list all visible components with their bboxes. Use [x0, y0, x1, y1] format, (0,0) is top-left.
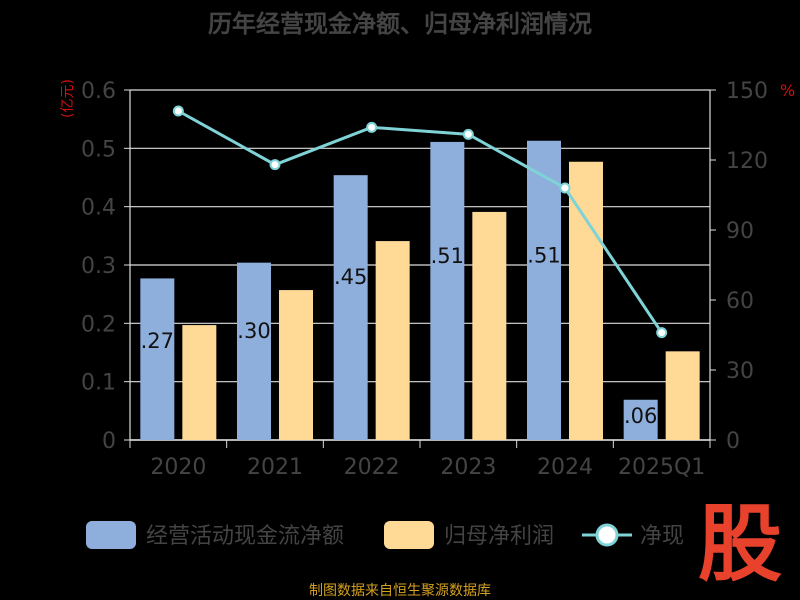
- data-label: .45: [334, 265, 367, 289]
- x-tick-label: 2021: [247, 455, 303, 480]
- bar-operating-cashflow: [430, 141, 465, 440]
- y-right-tick-label: 90: [726, 219, 754, 244]
- y-left-tick-label: 0.1: [81, 371, 116, 396]
- line-point: [462, 128, 474, 140]
- line-point: [559, 182, 571, 194]
- data-label: .06: [624, 404, 657, 428]
- x-tick-label: 2023: [440, 455, 496, 480]
- bar-net-profit: [665, 351, 700, 440]
- source-note: 制图数据来自恒生聚源数据库: [309, 583, 491, 599]
- data-label: .51: [527, 243, 560, 267]
- bar-operating-cashflow: [527, 140, 561, 440]
- line-series: [172, 105, 668, 339]
- data-label: .51: [431, 244, 464, 268]
- bar-operating-cashflow: [333, 175, 368, 440]
- bar-net-profit: [182, 325, 217, 440]
- chart-title: 历年经营现金净额、归母净利润情况: [208, 10, 592, 38]
- y-left-tick-label: 0.2: [81, 312, 116, 337]
- line-point: [172, 105, 184, 117]
- legend-swatch-net-profit: [384, 521, 434, 549]
- y-right-tick-label: 60: [726, 289, 754, 314]
- x-tick-label: 2024: [537, 455, 593, 480]
- y-right-tick-label: 150: [726, 79, 768, 104]
- legend-label-net-profit: 归母净利润: [444, 524, 554, 549]
- x-tick-label: 2025Q1: [618, 455, 705, 480]
- legend-swatch-operating-cashflow: [86, 521, 136, 549]
- x-tick-label: 2020: [150, 455, 206, 480]
- legend-marker-net-cash-ratio: [595, 523, 619, 547]
- grid-lines: [130, 89, 710, 441]
- line-point: [269, 159, 281, 171]
- y-right-tick-label: 120: [726, 149, 768, 174]
- y-left-unit: (亿元): [60, 79, 76, 118]
- y-left-tick-label: 0.3: [81, 254, 116, 279]
- brand-logo: 股: [697, 495, 782, 593]
- line-net-cash-ratio: [177, 109, 663, 334]
- y-left-tick-label: 0.5: [81, 137, 116, 162]
- line-point: [366, 121, 378, 133]
- line-point: [656, 327, 668, 339]
- data-labels: .27 .30 .45 .51 .51 .06: [141, 243, 658, 428]
- bar-net-profit: [472, 211, 507, 440]
- legend-label-operating-cashflow: 经营活动现金流净额: [146, 524, 344, 549]
- y-left-tick-label: 0: [102, 429, 116, 454]
- x-tick-label: 2022: [344, 455, 400, 480]
- data-label: .30: [237, 319, 270, 343]
- bar-operating-cashflow: [623, 399, 658, 440]
- legend: 经营活动现金流净额 归母净利润 净现: [86, 521, 684, 549]
- y-right-tick-label: 30: [726, 359, 754, 384]
- bar-net-profit: [375, 241, 410, 440]
- axes: 0 0.1 0.2 0.3 0.4 0.5 0.6 0 30 60 90 120 150 2020 2021…: [81, 79, 768, 480]
- y-left-tick-label: 0.4: [81, 196, 116, 221]
- bar-operating-cashflow: [237, 262, 271, 440]
- bar-net-profit: [569, 161, 603, 440]
- bars: [140, 140, 700, 440]
- data-label: .27: [141, 329, 174, 353]
- y-left-tick-label: 0.6: [81, 79, 116, 104]
- y-right-tick-label: 0: [726, 429, 740, 454]
- bar-net-profit: [279, 290, 313, 440]
- y-right-unit: %: [780, 81, 795, 100]
- legend-label-net-cash-ratio: 净现: [640, 524, 684, 549]
- bar-operating-cashflow: [140, 278, 175, 440]
